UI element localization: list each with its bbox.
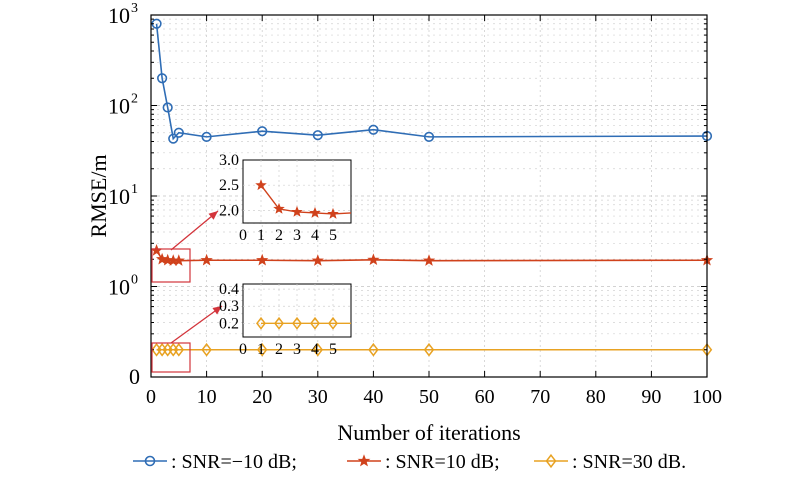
insets-layer: 0 1 2 3 4 52.02.53.00 1 2 3 4 50.20.30.4 <box>219 152 352 358</box>
inset-data-point <box>327 207 339 219</box>
legend-marker-1 <box>357 454 371 467</box>
inset-x-tick-label: 5 <box>329 341 337 358</box>
inset-1: 0 1 2 3 4 5 0.20.30.4 <box>219 281 352 358</box>
series-line-0 <box>155 23 708 141</box>
x-axis-label: Number of iterations <box>337 420 520 445</box>
data-point-series-0 <box>312 130 323 141</box>
inset-y-tick-label: 0.2 <box>219 315 239 332</box>
data-point-series-2 <box>312 342 324 357</box>
inset-y-tick-label: 2.5 <box>219 177 239 194</box>
inset-data-point <box>273 202 285 214</box>
main-grid <box>151 15 707 377</box>
x-tick-label: 100 <box>692 386 722 408</box>
inset-data-point <box>256 316 266 330</box>
zoom-arrow-line <box>170 210 219 251</box>
inset-y-tick-label: 0.3 <box>219 298 239 315</box>
inset-x-tick-label: 3 <box>293 227 301 244</box>
data-point-series-0 <box>162 102 173 113</box>
y-axis-label: RMSE/m <box>86 154 111 237</box>
inset-data-point <box>310 316 320 330</box>
y-tick-label-base: 10 <box>108 184 130 209</box>
x-tick-labels: 0 10 20 30 40 50 60 70 80 90 100 <box>146 386 722 408</box>
y-tick-label: 0 <box>129 364 140 389</box>
inset-data-point <box>274 316 284 330</box>
data-point-series-0 <box>423 131 435 142</box>
data-point-series-0 <box>173 127 184 138</box>
legend-label-2: : SNR=30 dB. <box>572 451 686 473</box>
inset-data-point <box>309 206 321 218</box>
inset-data-point <box>328 316 338 330</box>
data-point-series-2 <box>368 342 379 357</box>
data-point-series-1 <box>367 253 380 266</box>
x-tick-label: 20 <box>252 386 272 408</box>
data-point-series-2 <box>423 342 435 357</box>
data-point-series-0 <box>368 124 379 135</box>
inset-y-tick-label: 2.0 <box>219 202 239 219</box>
y-tick-label-base: 10 <box>108 94 130 119</box>
zoom-arrow-line <box>170 305 223 344</box>
y-tick-label-exponent: 1 <box>131 182 138 197</box>
inset-0: 0 1 2 3 4 5 2.0 2.5 3.0 <box>219 152 352 244</box>
inset-x-tick-label: 4 <box>311 341 319 358</box>
data-point-series-1 <box>256 253 269 266</box>
data-point-series-0 <box>201 131 212 142</box>
main-series-layer <box>150 18 714 357</box>
data-point-series-1 <box>172 254 185 266</box>
zoom-arrow-head <box>212 306 222 315</box>
data-point-series-2 <box>201 342 212 357</box>
inset-x-tick-label: 3 <box>293 341 301 358</box>
zoom-region-box <box>151 248 191 283</box>
x-tick-label: 0 <box>146 386 156 408</box>
y-tick-label-exponent: 2 <box>131 92 138 107</box>
inset-x-tick-label: 2 <box>275 227 283 244</box>
y-tick-label-exponent: 3 <box>131 1 138 16</box>
inset-x-tick-label: 5 <box>329 227 337 244</box>
main-ticks <box>150 15 708 377</box>
data-point-series-0 <box>168 133 179 144</box>
legend-label-1: : SNR=10 dB; <box>385 451 500 473</box>
x-tick-label: 70 <box>530 386 550 408</box>
data-point-series-2 <box>173 342 185 357</box>
data-point-series-1 <box>311 254 324 266</box>
x-tick-label: 30 <box>308 386 328 408</box>
inset-x-tick-label: 2 <box>275 341 283 358</box>
zoom-annotations <box>151 210 223 373</box>
data-point-series-2 <box>256 342 268 357</box>
inset-data-point <box>255 179 267 191</box>
inset-data-point <box>292 316 302 330</box>
inset-x-tick-label: 0 <box>239 227 247 244</box>
legend-label-0: : SNR=−10 dB; <box>171 451 297 473</box>
inset-y-tick-label: 0.4 <box>219 281 239 298</box>
x-tick-label: 90 <box>641 386 661 408</box>
x-tick-label: 40 <box>363 386 383 408</box>
inset-y-tick-label: 3.0 <box>219 152 239 169</box>
y-tick-label-base: 10 <box>108 275 130 300</box>
legend-marker-2 <box>545 453 557 469</box>
y-tick-label-base: 10 <box>108 3 130 28</box>
x-tick-label: 80 <box>586 386 606 408</box>
data-point-series-0 <box>157 73 168 84</box>
inset-x-tick-label: 1 <box>257 341 265 358</box>
inset-x-tick-label: 0 <box>239 341 247 358</box>
zoom-arrow-head <box>208 211 218 220</box>
x-tick-label: 10 <box>197 386 217 408</box>
inset-data-point <box>291 205 303 217</box>
legend: : SNR=−10 dB; : SNR=10 dB; : SNR=30 dB. <box>133 451 686 473</box>
x-tick-label: 50 <box>419 386 439 408</box>
x-tick-label: 60 <box>475 386 495 408</box>
data-point-series-0 <box>257 126 268 137</box>
data-point-series-1 <box>422 254 436 266</box>
inset-x-tick-label: 4 <box>311 227 319 244</box>
data-point-series-1 <box>155 252 169 265</box>
y-tick-label-exponent: 0 <box>131 273 138 288</box>
legend-marker-0 <box>144 455 156 467</box>
data-point-series-1 <box>200 253 213 266</box>
inset-x-tick-label: 1 <box>257 227 265 244</box>
